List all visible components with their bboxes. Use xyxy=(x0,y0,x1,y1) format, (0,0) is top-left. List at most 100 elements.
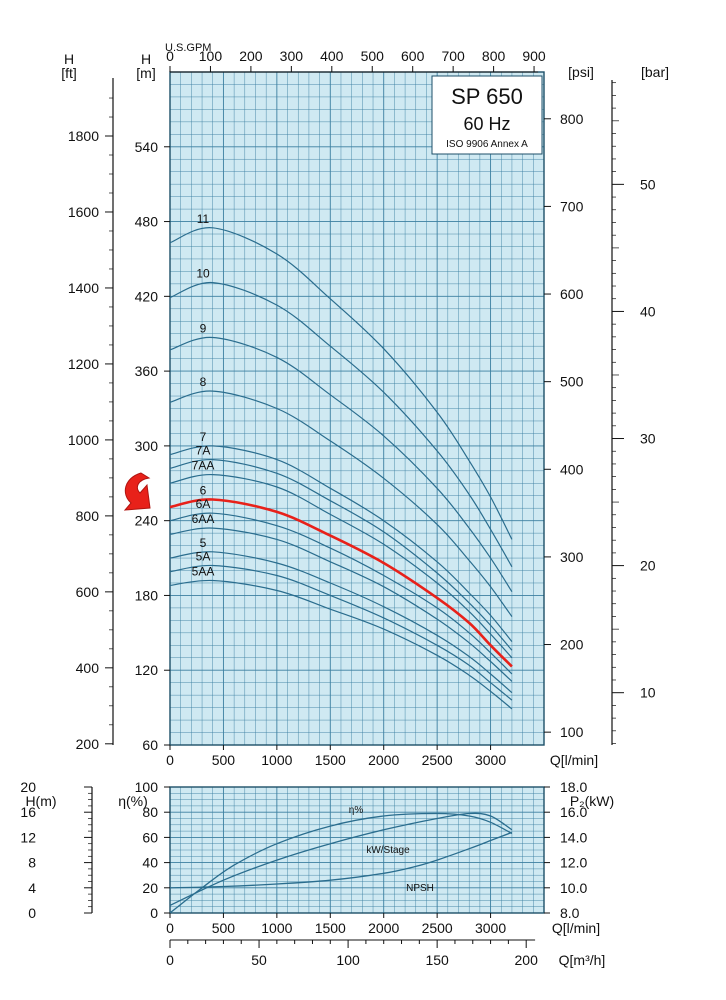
head-curve xyxy=(169,390,513,617)
psi-tick-label: 400 xyxy=(560,461,584,477)
head-curve xyxy=(169,227,513,540)
head-curve xyxy=(169,498,513,668)
x-tick-label: 1500 xyxy=(315,752,346,768)
x-tick-label: 3000 xyxy=(475,752,506,768)
power-curve xyxy=(169,812,513,906)
psi-tick-label: 800 xyxy=(560,111,584,127)
curve-label: 5 xyxy=(200,536,207,550)
curve-label: 9 xyxy=(200,321,207,335)
bar-axis-label: [bar] xyxy=(641,64,669,80)
npsh-tick-label: 0 xyxy=(28,905,36,921)
head-curve xyxy=(169,512,513,675)
y-axis-label: [m] xyxy=(136,65,155,81)
eta-axis-label: η(%) xyxy=(118,793,148,809)
npsh-tick-label: 8 xyxy=(28,855,36,871)
y-tick-label: 240 xyxy=(135,513,159,529)
lower-x-tick-label: 1500 xyxy=(315,920,346,936)
curve-label: 7AA xyxy=(192,459,215,473)
lower-plot-frame xyxy=(169,786,545,914)
curve-label: 6A xyxy=(196,497,211,511)
bar-tick-label: 10 xyxy=(640,685,656,701)
m3h-tick-label: 0 xyxy=(166,952,174,968)
ft-tick-label: 400 xyxy=(76,660,100,676)
top-tick-label: 400 xyxy=(320,48,344,64)
curve-label: 5A xyxy=(196,550,211,564)
p2-axis-label: P₂(kW) xyxy=(570,793,614,809)
ft-axis-header: H xyxy=(64,51,74,67)
y-tick-label: 480 xyxy=(135,214,159,230)
top-tick-label: 900 xyxy=(522,48,546,64)
lower-x-tick-label: 0 xyxy=(166,920,174,936)
ft-tick-label: 200 xyxy=(76,736,100,752)
npsh-tick-label: 20 xyxy=(20,779,36,795)
top-tick-label: 600 xyxy=(401,48,425,64)
npsh-tick-label: 16 xyxy=(20,804,36,820)
lower-x-axis-label: Q[l/min] xyxy=(552,920,600,936)
p2-tick-label: 14.0 xyxy=(560,829,587,845)
m3h-tick-label: 50 xyxy=(251,952,267,968)
top-tick-label: 300 xyxy=(280,48,304,64)
head-curve xyxy=(169,473,513,659)
npsh-curve-label: NPSH xyxy=(406,883,434,894)
x-tick-label: 1000 xyxy=(261,752,292,768)
bar-tick-label: 40 xyxy=(640,303,656,319)
x-axis-label: Q[l/min] xyxy=(550,752,598,768)
ft-tick-label: 800 xyxy=(76,508,100,524)
curve-label: 7A xyxy=(196,444,211,458)
ft-tick-label: 1200 xyxy=(68,356,99,372)
chart-note: ISO 9906 Annex A xyxy=(446,139,528,150)
p2-tick-label: 18.0 xyxy=(560,779,587,795)
ft-tick-label: 1400 xyxy=(68,280,99,296)
eta-tick-label: 100 xyxy=(135,779,159,795)
m3h-tick-label: 150 xyxy=(425,952,449,968)
lower-x-tick-label: 2500 xyxy=(422,920,453,936)
top-tick-label: 700 xyxy=(441,48,465,64)
head-curve xyxy=(169,551,513,694)
head-curve xyxy=(169,458,513,651)
p2-tick-label: 12.0 xyxy=(560,855,587,871)
y-tick-label: 180 xyxy=(135,587,159,603)
m3h-axis-label: Q[m³/h] xyxy=(559,952,606,968)
m3h-tick-label: 200 xyxy=(515,952,539,968)
curve-label: 5AA xyxy=(192,564,215,578)
chart-title: SP 650 xyxy=(451,84,523,109)
efficiency-curve xyxy=(169,812,513,914)
curve-label: 8 xyxy=(200,375,207,389)
eta-tick-label: 60 xyxy=(142,829,158,845)
x-tick-label: 2500 xyxy=(422,752,453,768)
top-tick-label: 500 xyxy=(361,48,385,64)
ft-tick-label: 1000 xyxy=(68,432,99,448)
curve-label: 6 xyxy=(200,483,207,497)
head-curve xyxy=(169,564,513,701)
npsh-curve xyxy=(169,831,513,889)
head-curve xyxy=(169,445,513,642)
psi-tick-label: 500 xyxy=(560,374,584,390)
eta-tick-label: 80 xyxy=(142,804,158,820)
curve-label: 7 xyxy=(200,430,207,444)
x-tick-label: 500 xyxy=(212,752,236,768)
chart-subtitle: 60 Hz xyxy=(463,114,510,134)
m3h-tick-label: 100 xyxy=(336,952,360,968)
efficiency-curve-label: η% xyxy=(349,805,364,816)
npsh-axis-label: H(m) xyxy=(25,793,56,809)
eta-tick-label: 20 xyxy=(142,880,158,896)
curve-label: 11 xyxy=(197,212,210,226)
psi-tick-label: 300 xyxy=(560,549,584,565)
lower-x-tick-label: 500 xyxy=(212,920,236,936)
top-axis-label: U.S.GPM xyxy=(165,42,211,54)
ft-tick-label: 600 xyxy=(76,584,100,600)
top-tick-label: 200 xyxy=(239,48,263,64)
y-tick-label: 300 xyxy=(135,438,159,454)
psi-tick-label: 200 xyxy=(560,637,584,653)
curve-label: 10 xyxy=(196,267,210,281)
x-tick-label: 2000 xyxy=(368,752,399,768)
ft-tick-label: 1800 xyxy=(68,128,99,144)
head-curve xyxy=(169,336,513,593)
eta-tick-label: 0 xyxy=(150,905,158,921)
npsh-tick-label: 4 xyxy=(28,880,36,896)
npsh-tick-label: 12 xyxy=(20,829,36,845)
psi-tick-label: 100 xyxy=(560,724,584,740)
